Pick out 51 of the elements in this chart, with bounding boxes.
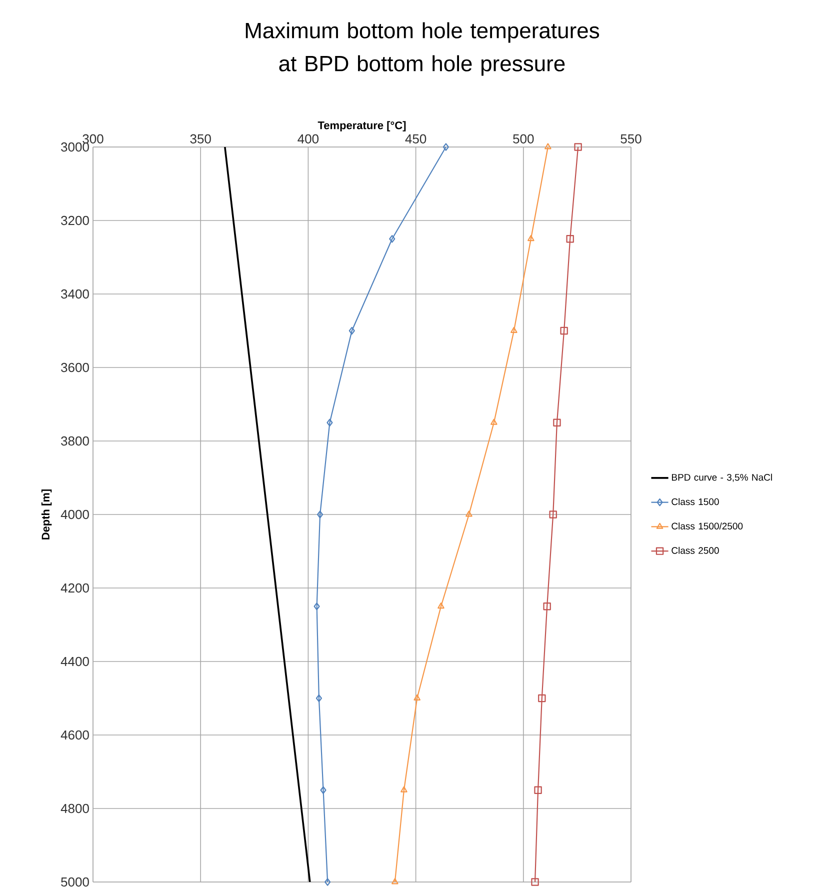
point bbox=[438, 602, 444, 609]
point bbox=[348, 326, 355, 335]
point bbox=[574, 143, 582, 151]
y-tick-label: 4800 bbox=[60, 804, 89, 814]
y-tick-label: 3600 bbox=[61, 362, 89, 372]
y-tick-label: 4400 bbox=[60, 656, 89, 666]
x-tick-label: 550 bbox=[620, 134, 642, 144]
point bbox=[442, 143, 449, 151]
y-tick-label: 4200 bbox=[60, 583, 89, 593]
x-tick-label: 300 bbox=[82, 134, 104, 144]
point bbox=[528, 235, 534, 242]
point bbox=[560, 326, 568, 335]
point bbox=[466, 510, 472, 517]
point bbox=[316, 694, 322, 702]
point bbox=[538, 694, 546, 702]
y-tick-label: 3400 bbox=[61, 289, 89, 299]
x-axis-title: Temperature [°C] bbox=[318, 121, 406, 132]
y-tick-label: 5000 bbox=[61, 877, 89, 887]
legend-label: Class 2500 bbox=[672, 546, 719, 554]
point bbox=[490, 418, 498, 425]
point bbox=[326, 418, 333, 426]
legend-label: Class 1500 bbox=[672, 498, 719, 506]
point bbox=[389, 235, 396, 243]
legend-label: Class 1500/2500 bbox=[672, 522, 743, 530]
y-tick-label: 3800 bbox=[61, 436, 89, 446]
point bbox=[566, 235, 574, 243]
y-tick-label: 4600 bbox=[60, 730, 89, 740]
point bbox=[531, 878, 539, 886]
point bbox=[549, 510, 557, 518]
point bbox=[553, 418, 561, 426]
point bbox=[544, 143, 552, 150]
point bbox=[543, 602, 551, 610]
x-tick-label: 500 bbox=[513, 134, 534, 144]
point bbox=[317, 510, 324, 518]
y-axis-title: Depth [m] bbox=[41, 489, 52, 540]
point bbox=[314, 602, 320, 610]
x-tick-label: 350 bbox=[190, 134, 211, 144]
y-tick-label: 4000 bbox=[60, 510, 89, 520]
chart-title: Maximum bottom hole temperatures at BPD bottom hole pressure bbox=[246, 22, 600, 76]
y-tick-label: 3000 bbox=[61, 142, 89, 152]
y-tick-label: 3200 bbox=[61, 216, 89, 226]
point bbox=[320, 786, 326, 794]
point bbox=[324, 878, 331, 886]
point bbox=[400, 786, 408, 792]
legend-label: BPD curve - 3,5% NaCl bbox=[672, 474, 772, 482]
point bbox=[392, 878, 398, 884]
point bbox=[510, 326, 518, 333]
point bbox=[534, 786, 542, 794]
x-tick-label: 400 bbox=[298, 134, 319, 144]
x-tick-label: 450 bbox=[405, 134, 426, 144]
point bbox=[414, 694, 420, 700]
